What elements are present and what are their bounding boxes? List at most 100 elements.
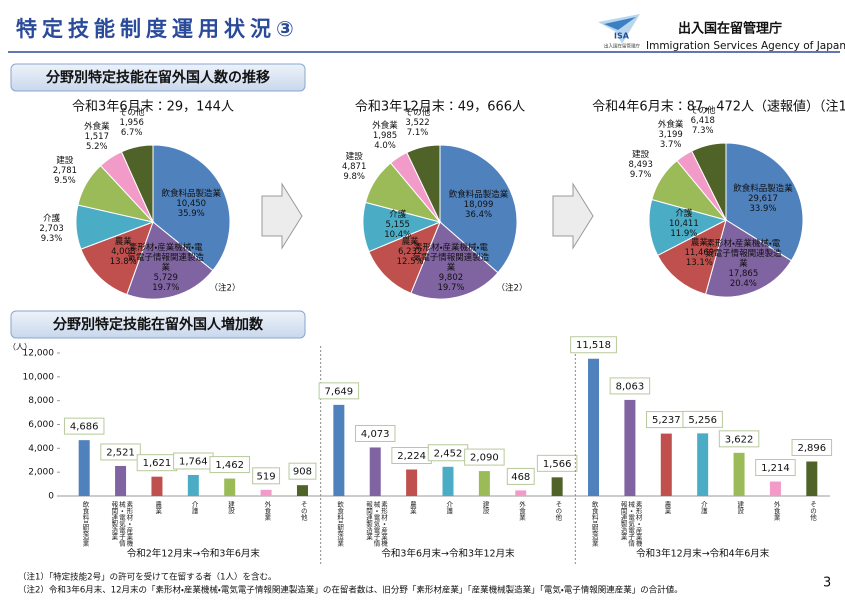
arrow bbox=[261, 182, 303, 250]
pie-slice bbox=[439, 144, 518, 274]
value-label-box bbox=[755, 459, 796, 477]
agency-ja: 出入国在留管理庁 bbox=[678, 21, 782, 37]
bar bbox=[806, 461, 818, 496]
value-label-box bbox=[100, 443, 141, 461]
value-label: 2,452 bbox=[434, 448, 463, 459]
agency-en: Immigration Services Agency of Japan bbox=[646, 40, 845, 52]
pie-slice bbox=[725, 142, 804, 262]
bar bbox=[115, 465, 127, 496]
page-title: 特定技能制度運用状況③ bbox=[16, 17, 299, 41]
section-title: 分野別特定技能在留外国人数の推移 bbox=[45, 69, 270, 86]
logo-text: ISA bbox=[614, 32, 630, 41]
value-label: 8,063 bbox=[616, 381, 645, 392]
value-label: 2,224 bbox=[397, 451, 426, 462]
pie-slice bbox=[704, 219, 793, 298]
value-label: 5,256 bbox=[688, 415, 717, 426]
value-label: 1,214 bbox=[761, 463, 790, 474]
group-label: 令和3年6月末→令和3年12月末 bbox=[381, 548, 515, 560]
bar bbox=[769, 481, 781, 496]
bar bbox=[224, 478, 236, 496]
value-label-box bbox=[791, 438, 833, 456]
pie-slice bbox=[152, 144, 231, 272]
y-tick-label: 6,000 bbox=[28, 420, 54, 430]
group-label: 令和3年12月末→令和4年6月末 bbox=[636, 548, 770, 560]
bar bbox=[78, 440, 90, 496]
value-label: 5,237 bbox=[652, 415, 681, 426]
value-label: 2,896 bbox=[797, 443, 826, 454]
value-label-box bbox=[609, 377, 651, 395]
bar bbox=[588, 358, 600, 496]
value-label: 468 bbox=[511, 472, 530, 483]
value-label: 4,686 bbox=[70, 422, 99, 433]
section-title: 分野別特定技能在留外国人増加数 bbox=[52, 316, 264, 333]
value-label: 3,622 bbox=[725, 434, 754, 445]
value-label-box bbox=[252, 467, 281, 485]
arrow bbox=[552, 182, 594, 250]
value-label-box bbox=[718, 430, 760, 448]
y-tick-label: 10,000 bbox=[23, 372, 55, 382]
logo-shape bbox=[604, 17, 636, 30]
bar bbox=[442, 466, 454, 496]
bar bbox=[697, 433, 709, 496]
annotation: （注2） bbox=[210, 283, 241, 294]
value-label-box bbox=[209, 456, 250, 474]
value-label-box bbox=[318, 382, 360, 400]
value-label: 908 bbox=[293, 467, 312, 478]
bar bbox=[406, 469, 418, 496]
value-label: 2,090 bbox=[470, 453, 499, 464]
value-label: 7,649 bbox=[325, 386, 354, 397]
y-tick-label: 4,000 bbox=[28, 444, 54, 454]
value-label-box bbox=[506, 467, 535, 485]
y-tick-label: 0 bbox=[48, 492, 54, 502]
value-label: 519 bbox=[257, 471, 276, 482]
page-number: 3 bbox=[823, 576, 831, 591]
bar bbox=[660, 433, 672, 496]
value-label: 1,462 bbox=[215, 460, 244, 471]
bar bbox=[296, 485, 308, 496]
value-label-box bbox=[464, 448, 505, 466]
bar bbox=[515, 490, 527, 496]
value-label: 2,521 bbox=[106, 447, 135, 458]
value-label: 1,764 bbox=[179, 456, 208, 467]
bar bbox=[478, 471, 490, 496]
pie-slice bbox=[368, 221, 441, 294]
bar bbox=[369, 447, 381, 496]
pie-slice bbox=[406, 144, 441, 223]
value-label-box bbox=[63, 417, 105, 435]
value-label: 11,518 bbox=[576, 340, 611, 351]
annotation: （注2） bbox=[497, 283, 528, 294]
bar bbox=[733, 452, 745, 496]
y-tick-label: 12,000 bbox=[23, 349, 55, 359]
value-label-box bbox=[288, 462, 317, 480]
section-box bbox=[10, 63, 306, 92]
pie-slice bbox=[120, 144, 154, 223]
pie-title: 令和3年6月末：29，144人 bbox=[72, 100, 234, 115]
group-label: 令和2年12月末→令和3年6月末 bbox=[127, 548, 261, 560]
pie-slice bbox=[691, 142, 727, 221]
pie-slice bbox=[656, 219, 727, 295]
value-label-box bbox=[570, 336, 617, 354]
bar bbox=[551, 477, 563, 496]
value-label: 1,566 bbox=[543, 459, 572, 470]
value-label: 4,073 bbox=[361, 429, 390, 440]
pie-slice bbox=[126, 221, 214, 300]
value-label-box bbox=[682, 410, 723, 428]
bar bbox=[260, 489, 272, 496]
footnote: （注2）令和3年6月末、12月末の「素形材・産業機械・電気電子情報関連製造業」の… bbox=[18, 585, 683, 596]
footnote: （注1）「特定技能2号」の許可を受けて在留する者（1人）を含む。 bbox=[18, 572, 276, 583]
value-label-box bbox=[354, 424, 396, 442]
y-axis-label: （人） bbox=[8, 343, 32, 352]
logo-caption: 出入国在留管理庁 bbox=[604, 43, 640, 50]
bar bbox=[624, 399, 636, 496]
bar bbox=[333, 404, 345, 496]
y-tick-label: 8,000 bbox=[28, 396, 54, 406]
pie-title: 令和3年12月末：49，666人 bbox=[355, 100, 525, 115]
bar bbox=[187, 474, 199, 496]
bar bbox=[151, 476, 163, 496]
logo: ISA 出入国在留管理庁 bbox=[598, 14, 640, 50]
y-tick-label: 2,000 bbox=[28, 468, 54, 478]
pie-slice bbox=[80, 221, 154, 296]
value-label-box bbox=[536, 454, 578, 472]
